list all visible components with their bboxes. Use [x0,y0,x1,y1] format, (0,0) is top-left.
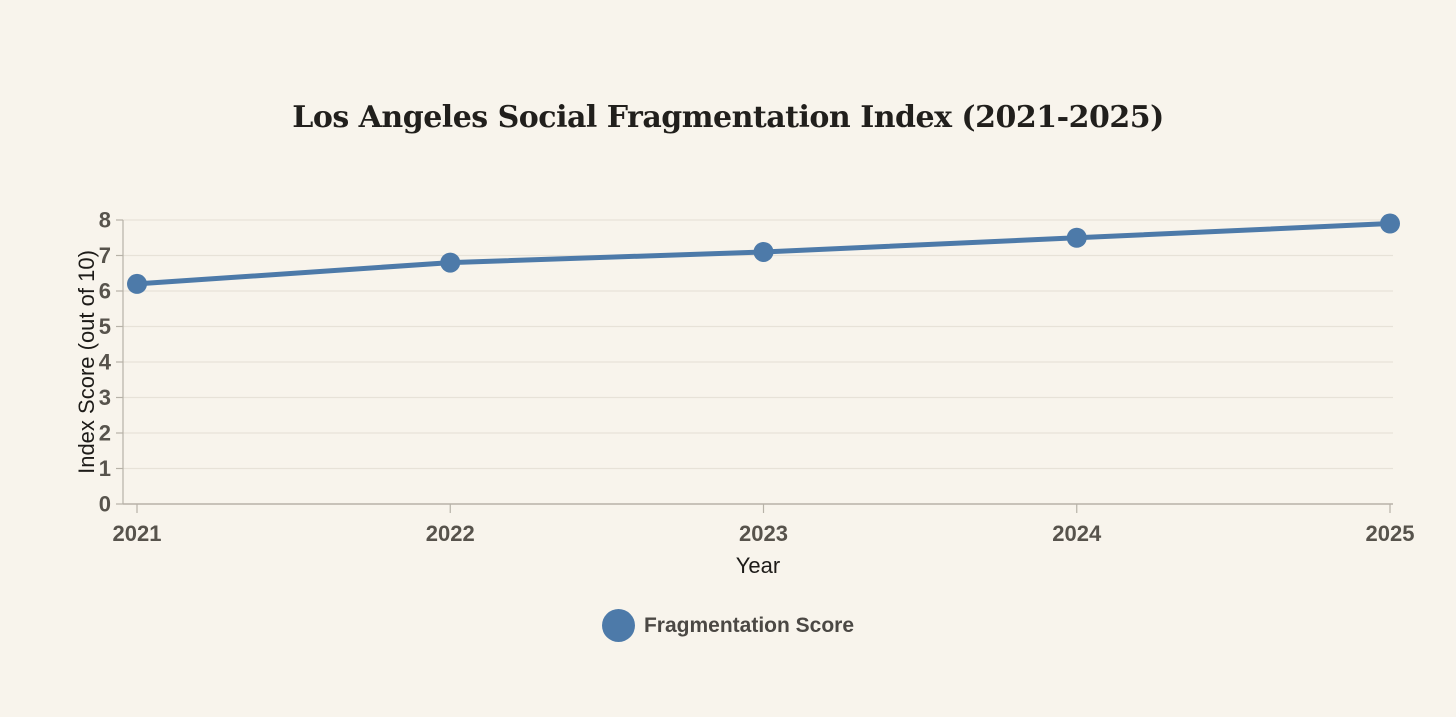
x-tick-label: 2025 [1366,521,1415,546]
data-point [1380,213,1400,234]
x-tick-label: 2024 [1052,521,1102,546]
x-tick-label: 2021 [113,521,162,546]
y-tick-label: 4 [99,350,112,375]
legend-marker-circle [601,609,635,642]
x-axis-label: Year [735,553,781,578]
y-tick-label: 7 [99,243,111,268]
y-tick-label: 8 [99,208,111,233]
y-tick-label: 6 [99,279,111,304]
y-tick-label: 0 [99,492,111,517]
y-tick-label: 2 [99,421,111,446]
y-tick-label: 1 [99,456,111,481]
data-point [753,241,774,262]
data-point [440,252,461,273]
chart-title: Los Angeles Social Fragmentation Index (… [292,100,1164,135]
x-tick-label: 2023 [739,521,788,546]
x-tick-label: 2022 [426,521,475,546]
y-tick-label: 3 [99,385,111,410]
legend-series-label: Fragmentation Score [643,613,855,637]
data-point [1066,227,1087,248]
y-tick-label: 5 [99,314,111,339]
data-point [127,273,147,294]
y-axis-label: Index Score (out of 10) [74,250,99,474]
legend: Fragmentation Score [0,609,1456,642]
